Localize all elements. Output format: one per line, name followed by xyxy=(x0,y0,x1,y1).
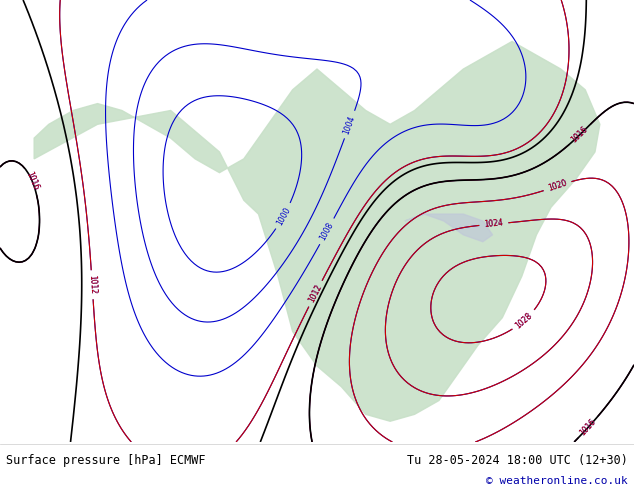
Text: 1024: 1024 xyxy=(484,219,504,229)
Polygon shape xyxy=(404,214,493,242)
Text: 1016: 1016 xyxy=(578,417,598,437)
Text: Surface pressure [hPa] ECMWF: Surface pressure [hPa] ECMWF xyxy=(6,454,206,467)
Text: 1012: 1012 xyxy=(87,275,97,294)
Text: 1016: 1016 xyxy=(578,417,598,437)
Text: Tu 28-05-2024 18:00 UTC (12+30): Tu 28-05-2024 18:00 UTC (12+30) xyxy=(407,454,628,467)
Text: 1016: 1016 xyxy=(24,171,40,192)
Text: 1028: 1028 xyxy=(514,311,534,330)
Text: 1012: 1012 xyxy=(87,275,97,294)
Text: 1012: 1012 xyxy=(307,283,324,304)
Text: 1004: 1004 xyxy=(342,114,357,135)
Polygon shape xyxy=(34,42,600,421)
Text: 1000: 1000 xyxy=(275,205,292,227)
Text: 1008: 1008 xyxy=(318,221,335,242)
Text: 1012: 1012 xyxy=(307,283,324,304)
Text: © weatheronline.co.uk: © weatheronline.co.uk xyxy=(486,476,628,487)
Text: 1016: 1016 xyxy=(24,171,40,192)
Text: 1016: 1016 xyxy=(570,125,590,145)
Text: 1028: 1028 xyxy=(514,311,534,330)
Text: 1016: 1016 xyxy=(570,125,590,145)
Text: 1020: 1020 xyxy=(547,179,568,194)
Text: 1020: 1020 xyxy=(547,179,568,194)
Text: 1024: 1024 xyxy=(484,219,504,229)
